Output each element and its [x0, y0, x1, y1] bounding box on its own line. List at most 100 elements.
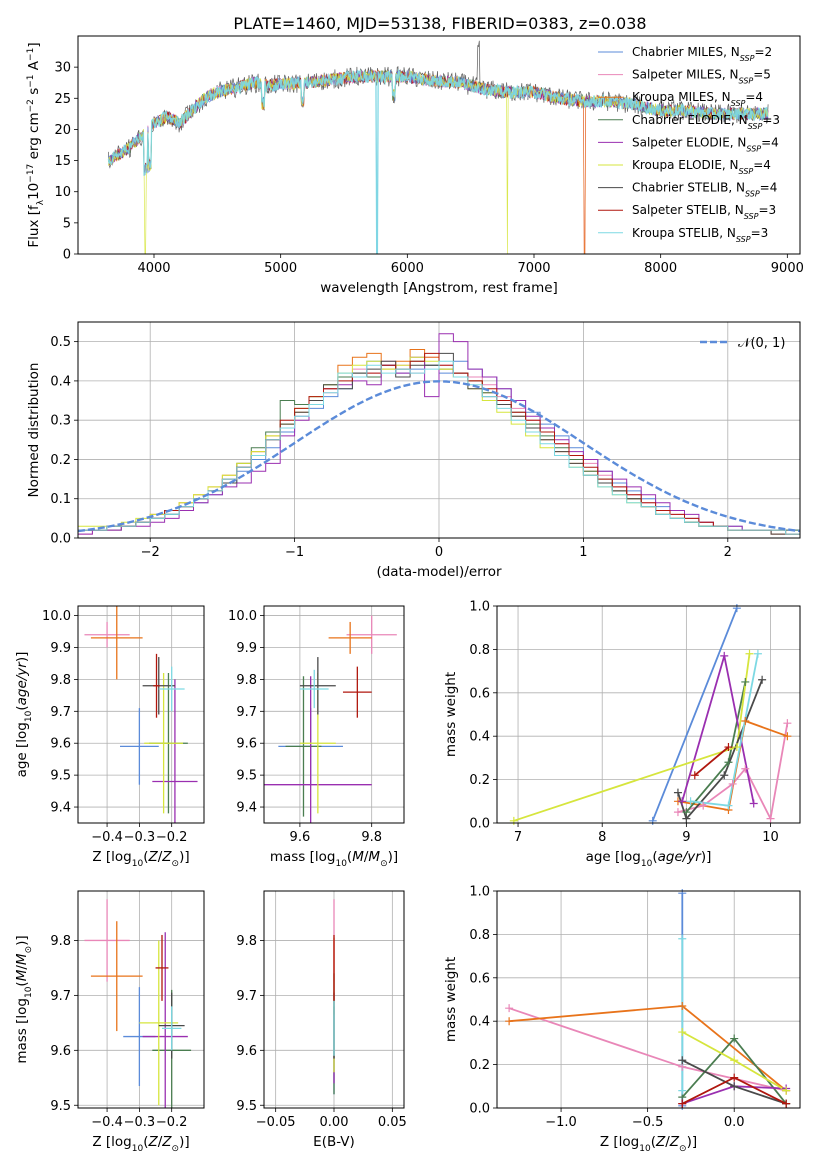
- weight-marker: [728, 779, 737, 788]
- y-tick-label: 0.4: [469, 1015, 490, 1030]
- x-axis-label-part: )]: [179, 849, 190, 865]
- weight-marker: [673, 788, 682, 797]
- axes-frame: [496, 890, 801, 1109]
- x-axis-label-part: (: [651, 1134, 656, 1150]
- legend-entry: Kroupa MILES, NSSP=4: [632, 90, 763, 108]
- x-axis-label-part: (: [143, 849, 148, 865]
- x-axis-label-part: )]: [388, 849, 399, 865]
- y-axis-label-part: (: [14, 981, 30, 986]
- x-axis-label: Z [log10(Z/Z⊙)]: [92, 849, 189, 869]
- x-axis-label-part: /: [364, 849, 369, 865]
- y-tick-label: 9.7: [50, 705, 71, 720]
- y-tick-label: 0.0: [50, 532, 71, 547]
- y-axis-label-part: erg cm: [26, 112, 42, 163]
- weight-marker: [648, 816, 657, 825]
- legend-label: Chabrier MILES, N: [632, 45, 740, 59]
- y-tick-label: 30: [54, 61, 71, 76]
- y-axis-label-part: mass [log: [14, 998, 30, 1064]
- x-tick-label: 2: [724, 545, 732, 560]
- x-axis-label-part: Z: [147, 849, 158, 865]
- x-tick-label: 9000: [771, 261, 804, 276]
- y-tick-label: 0.4: [469, 730, 490, 745]
- panel-mass-vs-Z: −0.4 −0.3 −0.29.59.69.79.8Z [log10(Z/Z⊙)]m…: [14, 890, 205, 1154]
- legend-label: Salpeter ELODIE, N: [632, 135, 746, 149]
- x-tick-label: −1.0: [545, 1115, 577, 1130]
- weight-marker: [690, 771, 699, 780]
- y-axis-label-part: s: [26, 88, 42, 99]
- x-axis-label: age [log10(age/yr)]: [586, 849, 712, 869]
- y-tick-label: 5: [63, 216, 71, 231]
- legend-subscript: SSP: [744, 212, 759, 221]
- y-axis-label-part: λ: [36, 199, 46, 205]
- y-axis-label: mass weight: [443, 957, 459, 1042]
- x-tick-label: 9: [682, 830, 690, 845]
- y-tick-label: 9.7: [236, 705, 257, 720]
- y-tick-label: 0: [63, 248, 71, 263]
- x-tick-label: −0.2: [156, 1115, 188, 1130]
- legend-label: Kroupa ELODIE, N: [632, 158, 739, 172]
- y-axis-label: mass weight: [443, 672, 459, 757]
- x-axis-label-part: M: [352, 849, 364, 865]
- y-axis-label-part: −17: [26, 164, 36, 183]
- x-axis-label-part: Z [log: [92, 1134, 131, 1150]
- weight-marker: [678, 1099, 687, 1108]
- plot-area-age-vs-Z: [84, 606, 198, 823]
- x-axis-label-part: ⊙: [172, 859, 180, 869]
- x-axis-label-part: 10: [132, 1144, 144, 1154]
- weight-marker: [730, 1073, 739, 1082]
- spectrum-line-chabrier-stelib: [108, 40, 769, 176]
- legend-subscript: SSP: [746, 144, 761, 153]
- y-axis-label-part: A: [26, 60, 42, 74]
- legend-entry: Salpeter STELIB, NSSP=3: [632, 203, 776, 221]
- y-tick-label: 9.6: [236, 1044, 257, 1059]
- y-tick-label: 9.5: [50, 1099, 71, 1114]
- x-axis-label-part: )]: [701, 849, 712, 865]
- y-axis-label-part: M: [14, 953, 30, 965]
- weight-marker: [678, 797, 687, 806]
- y-tick-label: 0.8: [469, 928, 490, 943]
- legend-entry: Chabrier MILES, NSSP=2: [632, 45, 772, 63]
- legend-subscript: SSP: [736, 234, 751, 243]
- y-axis-label: Normed distribution: [26, 363, 42, 498]
- y-tick-label: 0.2: [469, 773, 490, 788]
- plot-area-mass-vs-Z: [84, 899, 192, 1108]
- histogram-kroupa-stelib: [78, 360, 800, 538]
- y-tick-label: 20: [54, 123, 71, 138]
- y-tick-label: 0.3: [50, 414, 71, 429]
- legend-subscript: SSP: [740, 54, 755, 63]
- x-axis-label-part: ⊙: [679, 1144, 687, 1154]
- legend-count: =3: [758, 203, 776, 217]
- panel-mass-vs-ebv: −0.05 0.00 0.05 9.5 9.6 9.7 9.8 E(B-V): [236, 890, 407, 1150]
- y-tick-label: 25: [54, 92, 71, 107]
- x-axis-label: mass [log10(M/M⊙)]: [270, 849, 398, 869]
- x-tick-label: 0.05: [378, 1115, 407, 1130]
- weight-marker: [758, 675, 767, 684]
- legend-subscript: SSP: [745, 189, 760, 198]
- y-tick-label: 9.4: [236, 801, 257, 816]
- y-axis-label-part: −1: [26, 48, 36, 61]
- legend-label: Chabrier STELIB, N: [632, 181, 745, 195]
- x-tick-label: 9.8: [361, 830, 382, 845]
- legend-count: =3: [762, 113, 780, 127]
- legend-count: =4: [761, 135, 779, 149]
- legend-entry: Salpeter MILES, NSSP=5: [632, 68, 771, 86]
- y-tick-label: 9.6: [50, 737, 71, 752]
- weight-marker: [724, 801, 733, 810]
- x-axis-label-part: Z [log: [92, 849, 131, 865]
- weight-line-kroupa-stelib: [690, 653, 759, 807]
- legend-entry: Kroupa STELIB, NSSP=3: [632, 226, 768, 244]
- y-tick-label: 1.0: [469, 600, 490, 615]
- y-tick-label: 0.6: [469, 686, 490, 701]
- y-tick-label: 10: [54, 185, 71, 200]
- weight-marker: [678, 1086, 687, 1095]
- x-axis-label-part: /: [158, 1134, 163, 1150]
- legend-count: =4: [753, 158, 771, 172]
- x-axis-label-part: mass [log: [270, 849, 336, 865]
- weight-marker: [509, 816, 518, 825]
- y-tick-label: 9.9: [50, 641, 71, 656]
- weight-marker: [766, 814, 775, 823]
- weight-marker: [741, 717, 750, 726]
- y-tick-label: 9.8: [50, 673, 71, 688]
- x-axis-label: Z [log10(Z/Z⊙)]: [92, 1134, 189, 1154]
